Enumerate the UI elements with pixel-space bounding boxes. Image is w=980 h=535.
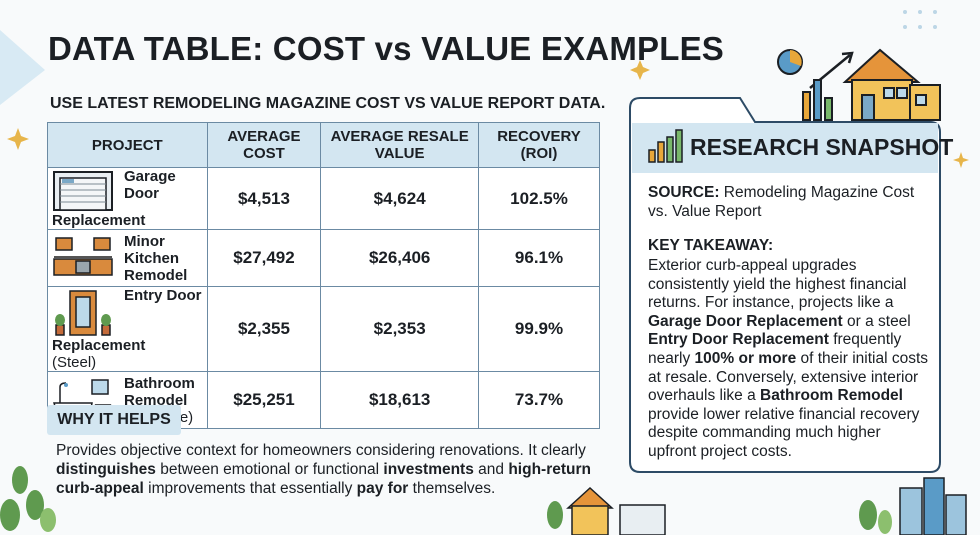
text-run: pay for xyxy=(356,480,409,497)
source-label: SOURCE: xyxy=(648,184,720,201)
text-run: high-return curb-appeal xyxy=(56,461,591,497)
source-text: Remodeling Magazine Cost vs. Value Repor… xyxy=(648,184,915,220)
text-run: or a steel xyxy=(842,312,911,330)
why-title: WHY IT HELPS xyxy=(47,405,181,435)
project-cell: Garage Door Replacement xyxy=(47,167,208,230)
text-run: improvements that essentially xyxy=(143,480,357,497)
text-run: distinguishes xyxy=(56,461,156,478)
text-run: Entry Door Replacement xyxy=(648,331,829,349)
project-name: Garage Door Replacement xyxy=(52,168,176,229)
why-text: Provides objective context for homeowner… xyxy=(56,441,601,498)
project-cell: Entry Door Replacement (Steel) xyxy=(47,286,208,372)
subtitle: USE LATEST REMODELING MAGAZINE COST VS V… xyxy=(50,95,606,112)
column-header: AVERAGE COST xyxy=(206,122,322,168)
text-run: and xyxy=(473,461,509,478)
cost-cell: $25,251 xyxy=(206,371,322,429)
snapshot-title: RESEARCH SNAPSHOT xyxy=(690,134,954,160)
takeaway-text: Exterior curb-appeal upgrades consistent… xyxy=(648,257,933,462)
project-note: (Steel) xyxy=(52,354,97,371)
table-row: Minor Kitchen Remodel $27,492 $26,406 96.1% xyxy=(47,229,600,287)
text-run: between emotional or functional xyxy=(155,461,384,478)
roi-cell: 96.1% xyxy=(478,229,600,287)
text-run: 100% or more xyxy=(694,349,797,367)
text-run: Provides objective context for homeowner… xyxy=(56,442,586,459)
text-run: frequently nearly xyxy=(648,331,902,367)
cost-cell: $4,513 xyxy=(206,167,322,230)
resale-cell: $26,406 xyxy=(320,229,480,287)
column-header: PROJECT xyxy=(47,122,208,168)
cost-cell: $27,492 xyxy=(206,229,322,287)
project-name: Bathroom Remodel xyxy=(124,374,195,409)
table-body: Garage Door Replacement $4,513 $4,624 102.5… xyxy=(47,167,600,429)
roi-cell: 99.9% xyxy=(478,286,600,372)
project-icon xyxy=(55,290,111,336)
cost-cell: $2,355 xyxy=(206,286,322,372)
table-row: Entry Door Replacement (Steel) $2,355 $2,35… xyxy=(47,286,600,372)
project-icon xyxy=(53,171,113,211)
text-run: Bathroom Remodel xyxy=(760,387,903,405)
roi-cell: 102.5% xyxy=(478,167,600,230)
source: SOURCE: Remodeling Magazine Cost vs. Val… xyxy=(648,183,928,221)
table-row: Garage Door Replacement $4,513 $4,624 102.5… xyxy=(47,167,600,230)
title: DATA TABLE: COST vs VALUE EXAMPLES xyxy=(48,30,725,67)
column-header: AVERAGE RESALE VALUE xyxy=(320,122,480,168)
resale-cell: $4,624 xyxy=(320,167,480,230)
project-name: Minor Kitchen Remodel xyxy=(124,232,188,284)
column-header: RECOVERY (ROI) xyxy=(478,122,600,168)
header-row: PROJECT AVERAGE COST AVERAGE RESALE VALUE R… xyxy=(47,122,600,168)
project-cell: Minor Kitchen Remodel xyxy=(47,229,208,287)
resale-cell: $2,353 xyxy=(320,286,480,372)
data-table: PROJECT AVERAGE COST AVERAGE RESALE VALUE R… xyxy=(47,122,600,429)
project-name: Entry Door Replacement xyxy=(52,287,202,354)
text-run: investments xyxy=(383,461,474,478)
takeaway-label: KEY TAKEAWAY: xyxy=(648,237,774,254)
text-run: provide lower relative financial recover… xyxy=(648,405,920,460)
text-run: Garage Door Replacement xyxy=(648,312,843,330)
text-run: of their initial costs at resale. Conver… xyxy=(648,349,929,405)
project-icon xyxy=(53,236,113,276)
text-run: Exterior curb-appeal upgrades consistent… xyxy=(648,257,907,312)
text-run: themselves. xyxy=(408,480,496,497)
roi-cell: 73.7% xyxy=(478,371,600,429)
resale-cell: $18,613 xyxy=(320,371,480,429)
